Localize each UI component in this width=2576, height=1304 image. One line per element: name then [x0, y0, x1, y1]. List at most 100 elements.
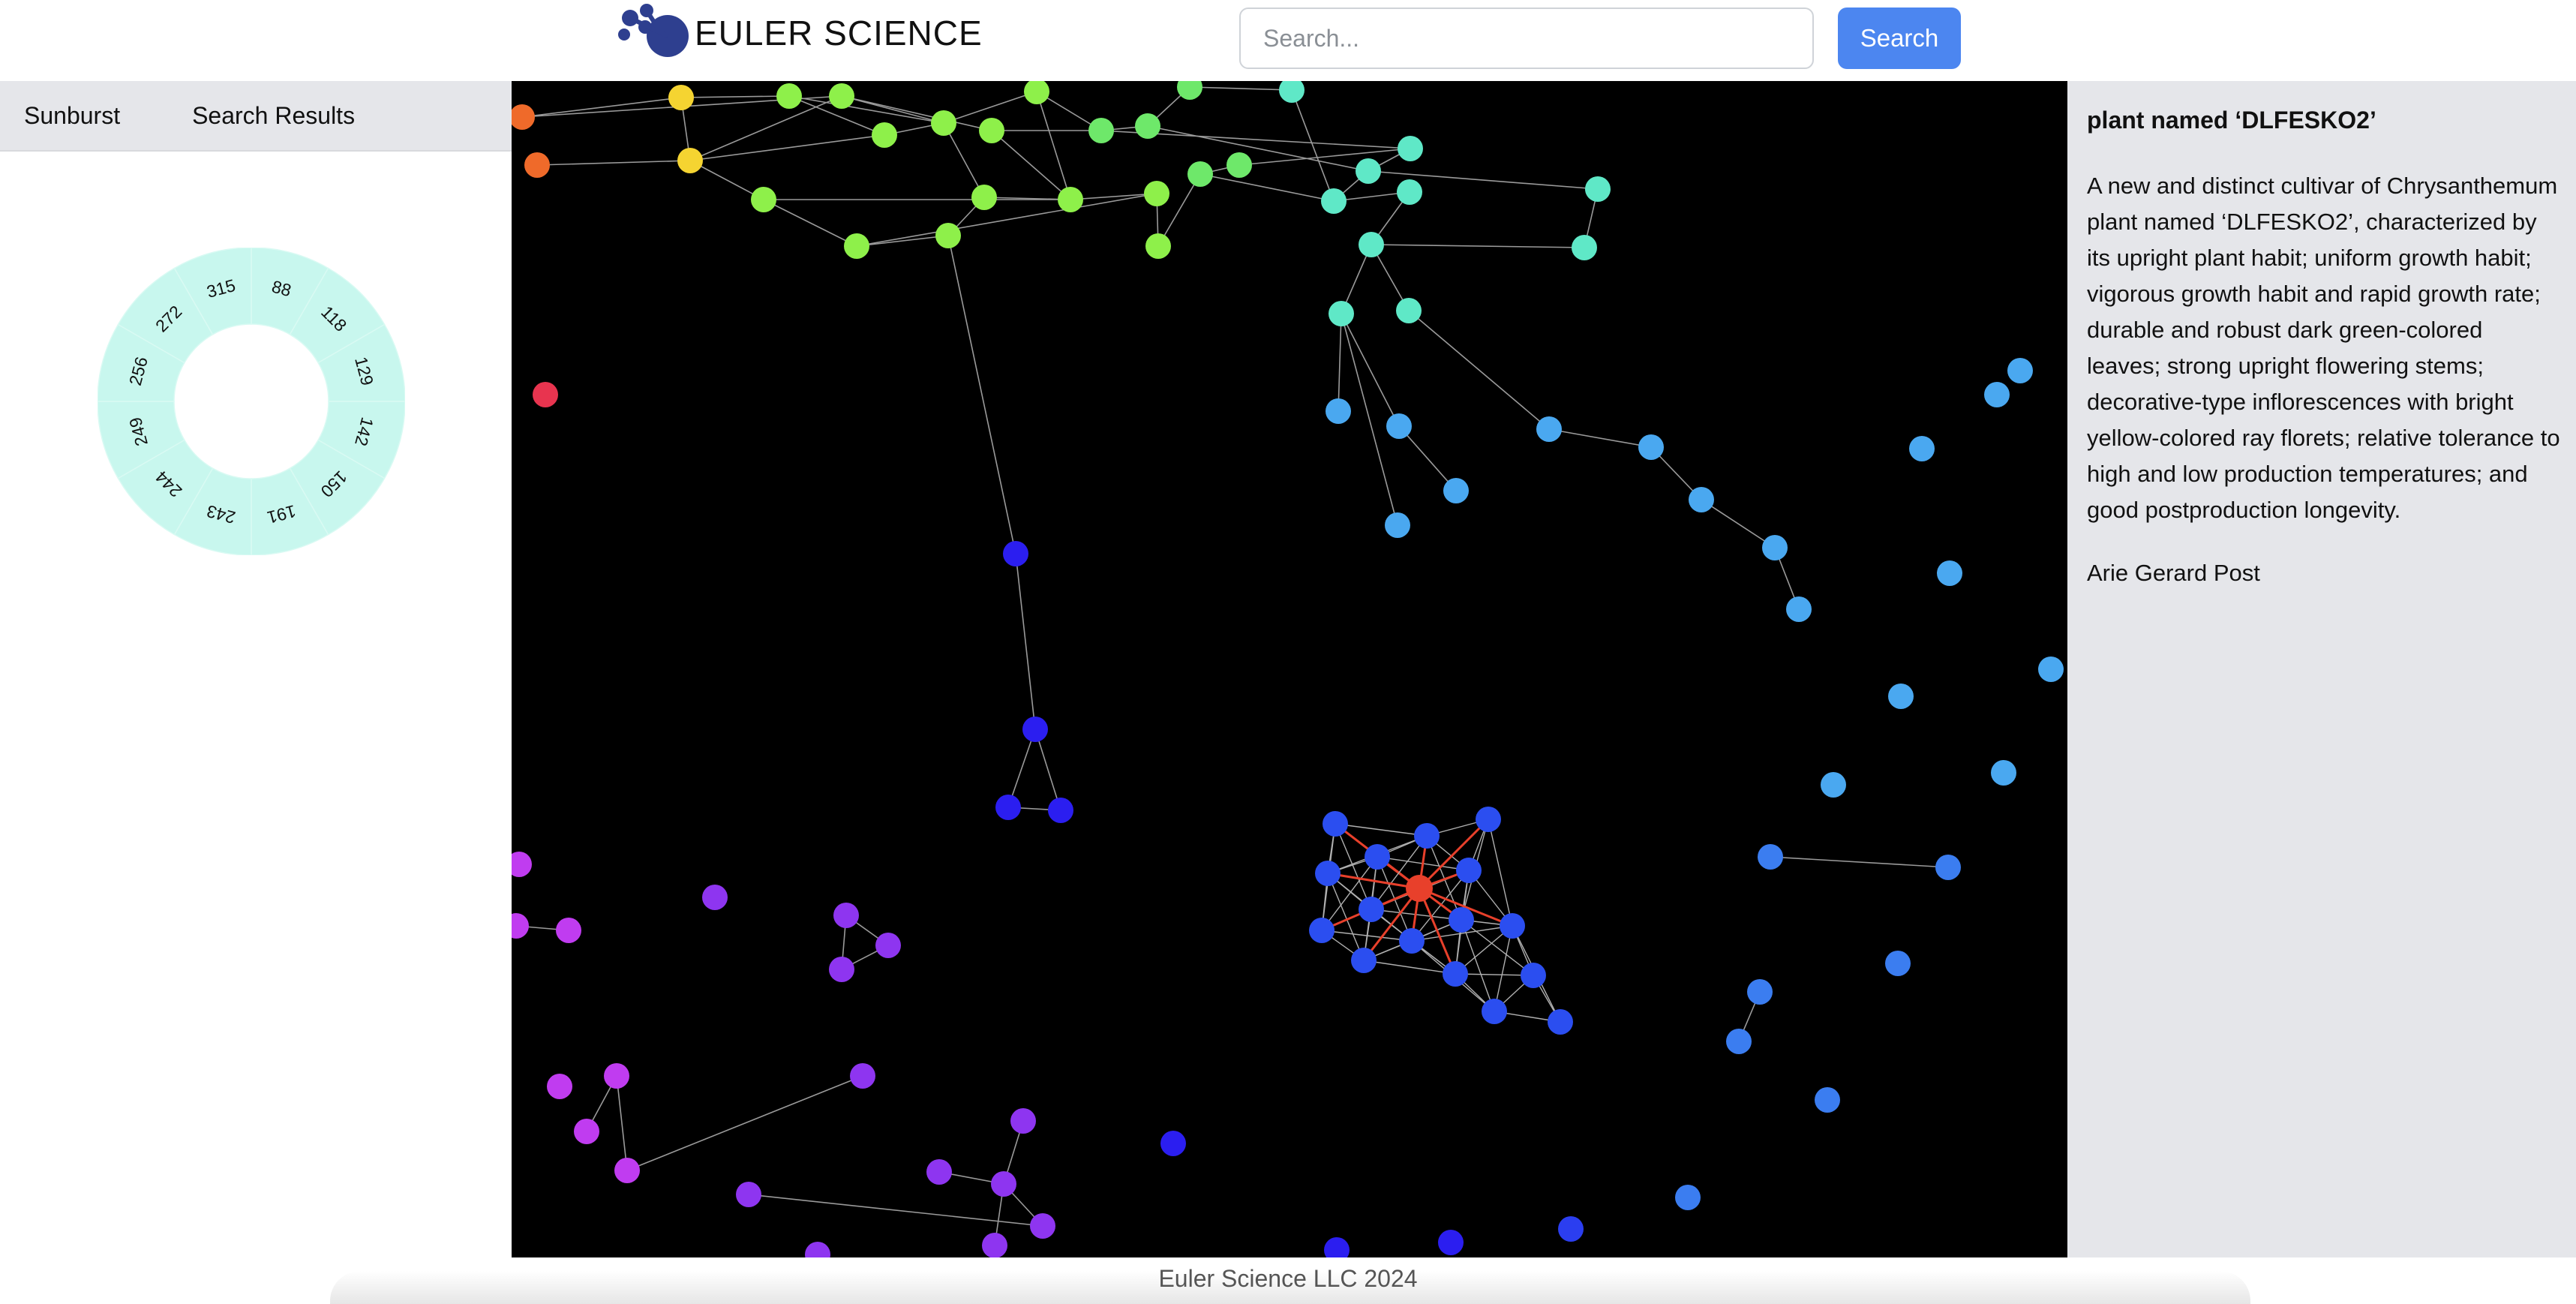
graph-node[interactable] [1145, 233, 1171, 259]
graph-node[interactable] [1309, 918, 1335, 943]
graph-node[interactable] [1572, 235, 1597, 260]
search-input[interactable] [1239, 8, 1814, 69]
graph-node[interactable] [1747, 979, 1773, 1005]
sunburst-chart[interactable]: 88 118 129 142 150 191 243 244 249 256 272 315 [97, 247, 406, 556]
tab-search-results[interactable]: Search Results [192, 101, 356, 129]
graph-node[interactable] [1443, 961, 1468, 987]
graph-node[interactable] [1365, 844, 1390, 870]
graph-node[interactable] [1386, 413, 1412, 439]
graph-node[interactable] [1482, 999, 1507, 1024]
graph-node[interactable] [833, 903, 859, 928]
graph-node[interactable] [736, 1182, 761, 1207]
graph-node[interactable] [547, 1074, 572, 1099]
graph-node[interactable] [875, 933, 901, 958]
graph-node[interactable] [604, 1063, 629, 1089]
graph-node[interactable] [1323, 811, 1348, 837]
graph-node[interactable] [1048, 798, 1073, 823]
graph-node[interactable] [1585, 176, 1611, 202]
graph-node[interactable] [1991, 760, 2016, 786]
graph-node[interactable] [805, 1242, 830, 1257]
graph-node[interactable] [1010, 1108, 1036, 1134]
graph-node[interactable] [1160, 1131, 1186, 1156]
graph-node[interactable] [1399, 928, 1425, 954]
graph-node[interactable] [926, 1159, 952, 1185]
graph-node[interactable] [1548, 1009, 1573, 1035]
graph-node[interactable] [982, 1233, 1007, 1257]
graph-node[interactable] [702, 885, 728, 910]
graph-node[interactable] [1638, 434, 1664, 460]
graph-node[interactable] [1786, 596, 1812, 622]
graph-node[interactable] [1030, 1213, 1055, 1239]
graph-node[interactable] [935, 223, 961, 248]
graph-node[interactable] [1762, 535, 1788, 560]
graph-node[interactable] [991, 1171, 1016, 1197]
graph-node[interactable] [574, 1119, 599, 1144]
tab-sunburst[interactable]: Sunburst [24, 101, 121, 129]
graph-node[interactable] [850, 1063, 875, 1089]
graph-node[interactable] [1414, 823, 1440, 849]
graph-node[interactable] [1815, 1087, 1840, 1113]
graph-node[interactable] [1326, 398, 1351, 424]
graph-node[interactable] [1675, 1185, 1701, 1210]
graph-node[interactable] [512, 852, 532, 877]
graph-node[interactable] [1521, 963, 1546, 988]
graph-node[interactable] [2038, 657, 2064, 682]
graph-node[interactable] [1324, 1237, 1350, 1257]
graph-node[interactable] [829, 83, 854, 109]
graph-node[interactable] [1356, 158, 1381, 184]
graph-node[interactable] [1359, 897, 1384, 922]
graph-node[interactable] [931, 110, 956, 136]
graph-node[interactable] [1726, 1029, 1752, 1054]
graph-node[interactable] [1315, 861, 1341, 886]
graph-node[interactable] [556, 918, 581, 943]
graph-node[interactable] [776, 83, 802, 109]
sunburst-segment[interactable] [173, 247, 252, 335]
graph-node[interactable] [524, 152, 550, 178]
graph-node[interactable] [1449, 907, 1474, 933]
graph-node[interactable] [677, 148, 703, 173]
graph-node[interactable] [1396, 298, 1422, 323]
graph-node[interactable] [1935, 855, 1961, 880]
graph-node[interactable] [1443, 478, 1469, 503]
graph-node[interactable] [1003, 541, 1028, 566]
search-button[interactable]: Search [1838, 8, 1961, 69]
graph-node[interactable] [1397, 179, 1422, 205]
selected-node[interactable] [1406, 875, 1433, 902]
graph-node[interactable] [1088, 118, 1114, 143]
graph-node[interactable] [1144, 181, 1169, 206]
graph-node[interactable] [1821, 772, 1846, 798]
graph-node[interactable] [1351, 948, 1377, 973]
graph-node[interactable] [1888, 684, 1914, 709]
graph-node[interactable] [533, 382, 558, 407]
logo[interactable]: EULER SCIENCE [615, 2, 983, 63]
graph-node[interactable] [829, 957, 854, 982]
graph-node[interactable] [1689, 487, 1714, 512]
graph-node[interactable] [1984, 382, 2010, 407]
graph-node[interactable] [1226, 152, 1252, 178]
graph-node[interactable] [1385, 512, 1410, 538]
graph-node[interactable] [1909, 436, 1935, 461]
graph-node[interactable] [1321, 188, 1347, 214]
graph-node[interactable] [1279, 81, 1305, 103]
graph-node[interactable] [1758, 844, 1783, 870]
network-graph[interactable] [512, 81, 2067, 1257]
graph-node[interactable] [844, 233, 869, 259]
graph-node[interactable] [1500, 913, 1525, 939]
graph-node[interactable] [751, 187, 776, 212]
graph-node[interactable] [614, 1158, 640, 1183]
graph-node[interactable] [971, 185, 997, 210]
graph-node[interactable] [1329, 301, 1354, 326]
graph-node[interactable] [512, 104, 535, 130]
graph-node[interactable] [1937, 560, 1962, 586]
graph-node[interactable] [1536, 416, 1562, 442]
graph-node[interactable] [979, 118, 1004, 143]
graph-node[interactable] [1558, 1216, 1584, 1242]
graph-node[interactable] [2007, 358, 2033, 383]
graph-node[interactable] [1456, 858, 1482, 883]
graph-node[interactable] [1058, 187, 1083, 212]
graph-node[interactable] [995, 795, 1021, 820]
graph-node[interactable] [1476, 807, 1501, 832]
graph-node[interactable] [1187, 161, 1213, 187]
graph-node[interactable] [1438, 1230, 1464, 1255]
graph-node[interactable] [512, 913, 529, 939]
